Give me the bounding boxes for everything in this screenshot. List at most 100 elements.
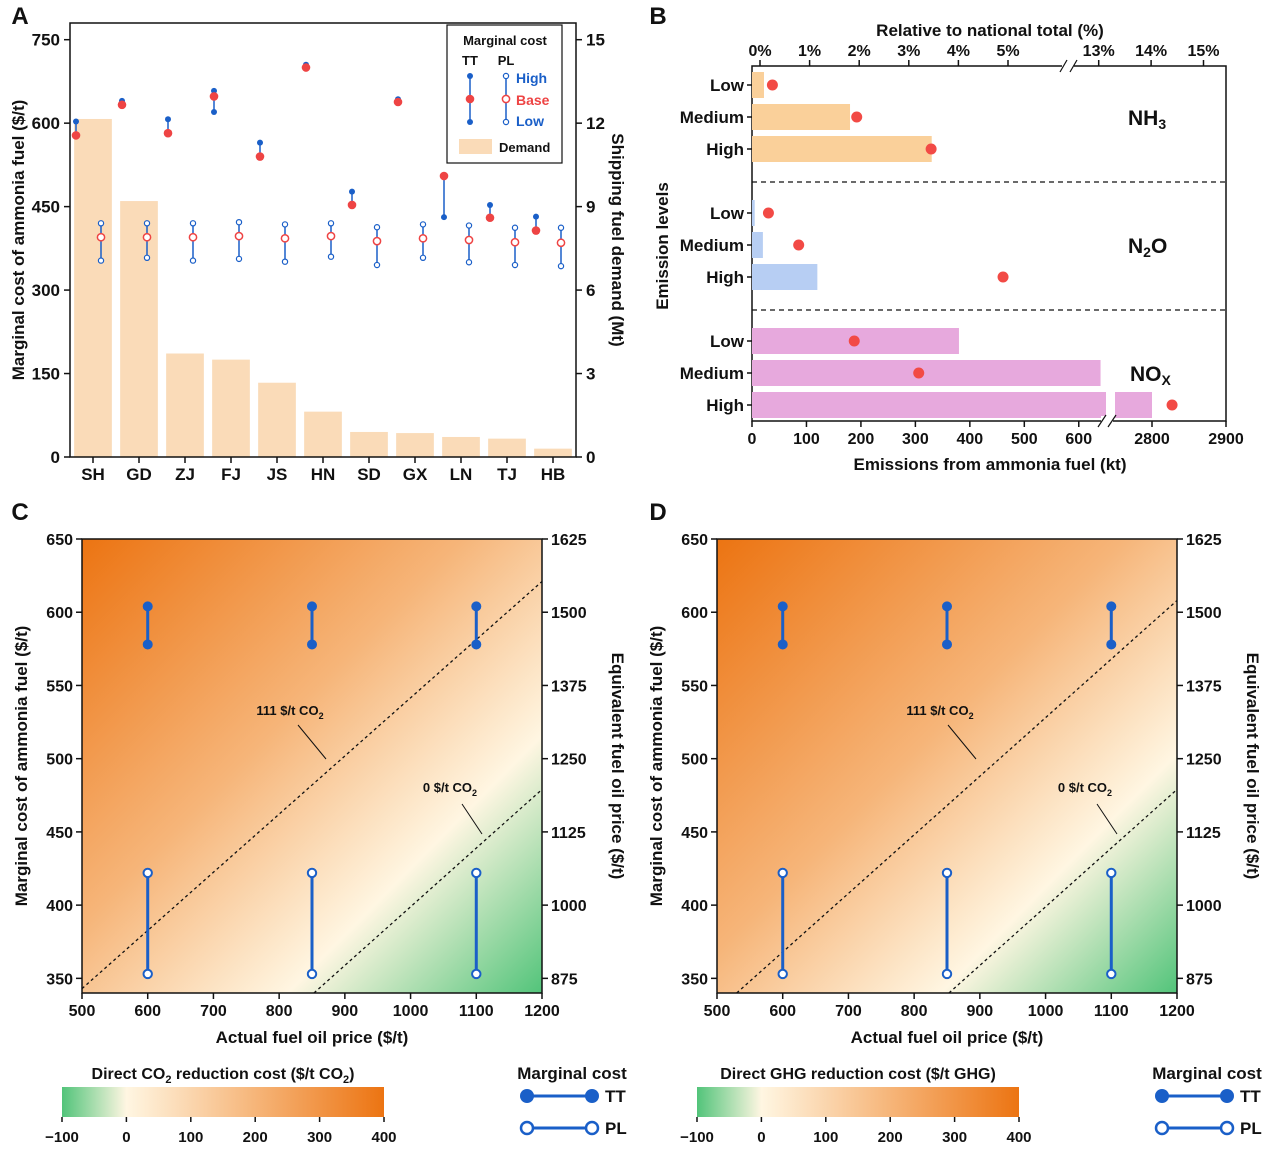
- emission-bar: [752, 392, 1106, 418]
- y-right-tick-label-d: 1625: [1186, 532, 1222, 549]
- demand-bar: [258, 382, 296, 457]
- pl-pair-low: [471, 968, 482, 980]
- colorbar-title: Direct CO2 reduction cost ($/t CO2): [92, 1066, 355, 1086]
- pl-pair-high: [777, 867, 788, 879]
- axis-break-mark: [1069, 59, 1078, 73]
- pl-low-marker: [189, 257, 197, 264]
- axis-break-mark: [1059, 59, 1068, 73]
- legend-tt-label-a: TT: [462, 53, 478, 68]
- tt-pair-low: [471, 639, 482, 650]
- legend-tt-label-c: TT: [605, 1087, 626, 1106]
- x-tick-label-b: 600: [1065, 431, 1092, 448]
- contour-111-label: 111 $/t CO2: [256, 703, 323, 721]
- x-tick-label-c: 600: [134, 1003, 161, 1020]
- legend-tt-marker: [520, 1089, 534, 1103]
- tt-base-marker: [117, 100, 127, 110]
- level-label: Medium: [680, 364, 744, 383]
- contour-111: [736, 600, 1178, 994]
- pl-low-marker: [465, 259, 473, 266]
- pl-base-marker: [418, 233, 428, 243]
- x-axis-label-c: Actual fuel oil price ($/t): [216, 1028, 409, 1047]
- contour-111: [81, 580, 543, 990]
- pl-low-marker: [97, 257, 105, 264]
- pl-high-marker: [281, 221, 289, 228]
- y-tick-label-c: 600: [46, 605, 73, 622]
- colorbar-tick-label: −100: [680, 1129, 714, 1146]
- pl-low-marker: [373, 261, 381, 269]
- x-top-tick-label-b: 0%: [748, 43, 771, 60]
- x-tick-label-a: HB: [541, 465, 566, 484]
- x-tick-label-c: 700: [200, 1003, 227, 1020]
- y-tick-label-a: 600: [32, 114, 60, 133]
- colorbar-tick-label: 0: [122, 1129, 130, 1146]
- y-tick-label-c: 400: [46, 898, 73, 915]
- x-tick-label-a: JS: [267, 465, 288, 484]
- legend-pl-base: [501, 94, 511, 104]
- y-right-tick-label-c: 1000: [551, 898, 587, 915]
- x-tick-label-b: 2900: [1208, 431, 1244, 448]
- tt-pair-high: [1106, 601, 1117, 612]
- y-right-axis-label-c: Equivalent fuel oil price ($/t): [608, 653, 627, 880]
- legend-pl-low: [502, 118, 510, 126]
- pl-base-marker: [464, 235, 474, 245]
- panel-label-b: B: [649, 3, 666, 30]
- level-label: Low: [710, 332, 745, 351]
- y-right-tick-label-c: 1500: [551, 605, 587, 622]
- y-right-tick-label-a: 12: [586, 114, 605, 133]
- y-right-tick-label-a: 3: [586, 365, 595, 384]
- plot-frame-c: [81, 538, 543, 994]
- colorbar-tick-label: 400: [1006, 1129, 1031, 1146]
- y-right-tick-label-d: 1000: [1186, 898, 1222, 915]
- panel-label-d: D: [649, 499, 666, 526]
- level-label: Medium: [680, 236, 744, 255]
- pl-low-marker: [143, 254, 151, 262]
- emission-bar: [752, 200, 755, 226]
- demand-bar: [74, 118, 112, 457]
- y-right-tick-label-c: 875: [551, 971, 578, 988]
- x-tick-label-d: 1200: [1159, 1003, 1195, 1020]
- y-tick-label-a: 150: [32, 365, 60, 384]
- tt-low-marker: [441, 214, 447, 221]
- y-right-tick-label-d: 1500: [1186, 605, 1222, 622]
- y-tick-label-d: 650: [681, 532, 708, 549]
- demand-bar: [442, 436, 480, 457]
- x-axis-label-d: Actual fuel oil price ($/t): [851, 1028, 1044, 1047]
- x-top-tick-label-b: 3%: [897, 43, 920, 60]
- colorbar-tick-label: 200: [878, 1129, 903, 1146]
- x-tick-label-b: 500: [1011, 431, 1038, 448]
- legend-pl-marker: [1219, 1120, 1235, 1136]
- tt-high-marker: [257, 139, 263, 146]
- legend-tt-high: [467, 73, 473, 79]
- axis-break-gap: [1062, 61, 1074, 71]
- contour-0-label: 0 $/t CO2: [1058, 780, 1112, 798]
- pl-high-marker: [327, 220, 335, 227]
- panel-label-a: A: [11, 3, 28, 30]
- x-tick-label-c: 1000: [393, 1003, 429, 1020]
- pl-high-marker: [511, 224, 519, 231]
- pl-base-marker: [326, 231, 336, 241]
- x-tick-label-a: LN: [450, 465, 473, 484]
- pl-pair-low: [941, 968, 953, 980]
- share-marker: [848, 335, 860, 347]
- tt-low-marker: [211, 109, 217, 116]
- pl-low-marker: [557, 262, 565, 270]
- tt-pair-low: [1106, 639, 1117, 650]
- tt-high-marker: [533, 213, 539, 220]
- emission-bar: [752, 72, 764, 98]
- x-tick-label-b: 200: [848, 431, 875, 448]
- y-right-tick-label-c: 1125: [551, 825, 586, 842]
- x-tick-label-d: 600: [769, 1003, 796, 1020]
- x-tick-label-a: FJ: [221, 465, 241, 484]
- x-tick-label-a: GD: [126, 465, 152, 484]
- pl-low-marker: [419, 254, 427, 262]
- colorbar-tick-label: −100: [45, 1129, 79, 1146]
- gas-label: NOX: [1130, 363, 1172, 388]
- level-label: High: [706, 396, 744, 415]
- y-right-tick-label-c: 1250: [551, 752, 587, 769]
- y-tick-label-d: 500: [681, 752, 708, 769]
- tt-base-marker: [163, 128, 173, 138]
- colorbar-tick-label: 0: [757, 1129, 765, 1146]
- legend-tt-low: [467, 119, 473, 125]
- y-tick-label-d: 400: [681, 898, 708, 915]
- x-tick-label-a: ZJ: [175, 465, 195, 484]
